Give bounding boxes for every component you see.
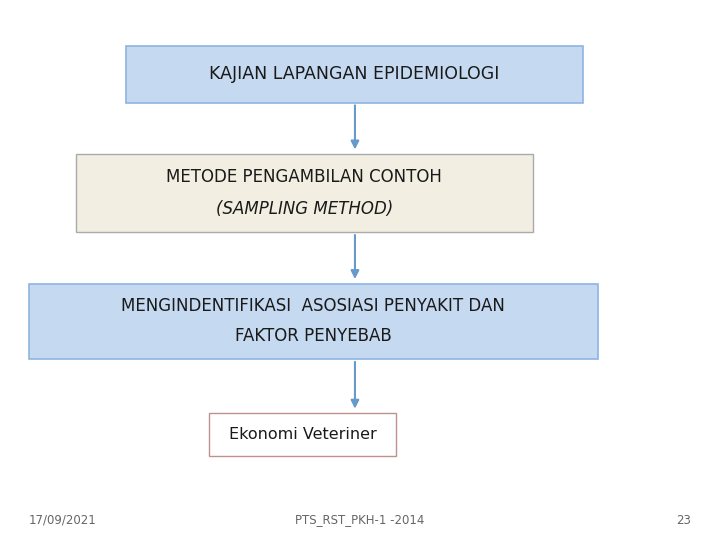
Text: PTS_RST_PKH-1 -2014: PTS_RST_PKH-1 -2014 <box>295 514 425 526</box>
Text: 17/09/2021: 17/09/2021 <box>29 514 96 526</box>
Text: 23: 23 <box>676 514 691 526</box>
Text: FAKTOR PENYEBAB: FAKTOR PENYEBAB <box>235 327 392 346</box>
Text: MENGINDENTIFIKASI  ASOSIASI PENYAKIT DAN: MENGINDENTIFIKASI ASOSIASI PENYAKIT DAN <box>121 297 505 315</box>
Text: METODE PENGAMBILAN CONTOH: METODE PENGAMBILAN CONTOH <box>166 168 442 186</box>
Text: KAJIAN LAPANGAN EPIDEMIOLOGI: KAJIAN LAPANGAN EPIDEMIOLOGI <box>210 65 500 83</box>
FancyBboxPatch shape <box>29 284 598 359</box>
Text: Ekonomi Veteriner: Ekonomi Veteriner <box>228 427 377 442</box>
Text: (SAMPLING METHOD): (SAMPLING METHOD) <box>215 200 393 218</box>
FancyBboxPatch shape <box>76 154 533 232</box>
FancyBboxPatch shape <box>209 413 396 456</box>
FancyBboxPatch shape <box>126 46 583 103</box>
